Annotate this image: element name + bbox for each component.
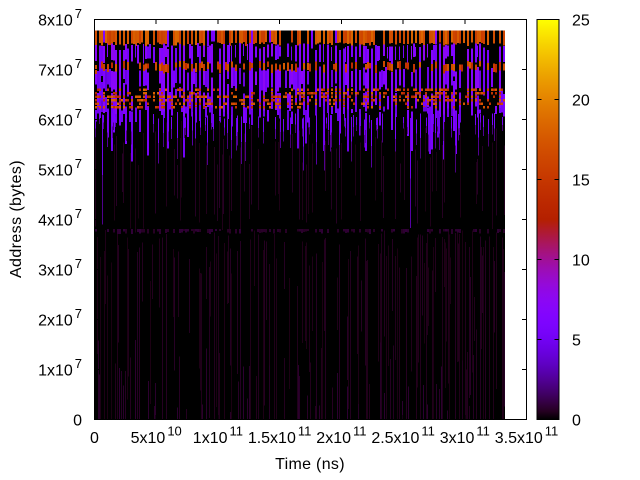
svg-text:0: 0 [73,412,82,429]
svg-text:20: 20 [572,92,590,109]
svg-text:Time (ns): Time (ns) [275,456,345,473]
svg-text:10: 10 [572,252,590,269]
svg-text:5: 5 [572,332,581,349]
svg-text:15: 15 [572,172,590,189]
svg-text:Address (bytes): Address (bytes) [8,160,25,278]
svg-text:25: 25 [572,12,590,29]
svg-text:0: 0 [90,430,99,447]
svg-text:0: 0 [572,412,581,429]
